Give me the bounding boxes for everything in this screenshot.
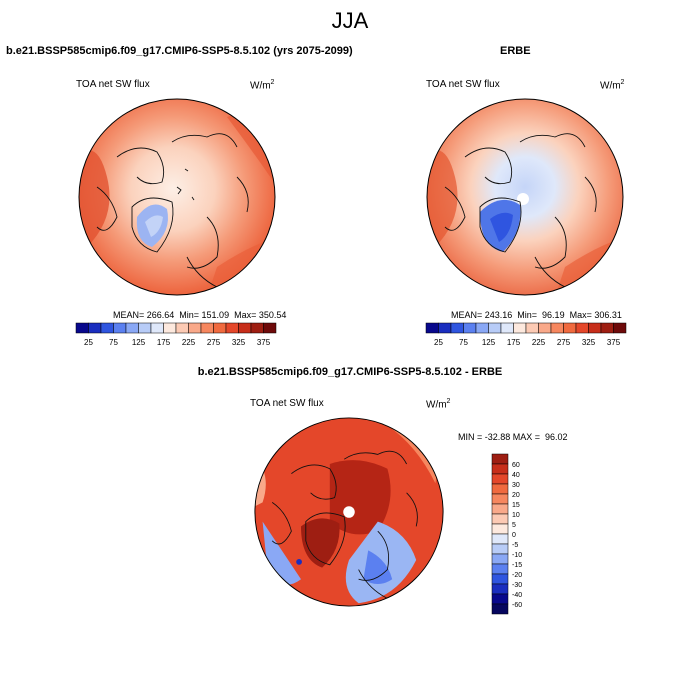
colorbar-cell [425, 322, 439, 334]
colorbar-cell [500, 322, 514, 334]
colorbar-tick-label: 225 [182, 338, 196, 347]
colorbar-tick-label: -30 [512, 582, 522, 589]
colorbar-cell [88, 322, 102, 334]
colorbar-cell [163, 322, 177, 334]
colorbar-cell [613, 322, 627, 334]
panel2-units-label: W/m2 [600, 79, 625, 92]
colorbar-cell [75, 322, 89, 334]
colorbar-cell [200, 322, 214, 334]
colorbar-tick-label: 25 [434, 338, 443, 347]
colorbar-cell [491, 453, 509, 465]
panel2-stats: MEAN= 243.16 Min= 96.19 Max= 306.31 [451, 310, 622, 320]
colorbar-tick-label: -10 [512, 552, 522, 559]
colorbar-cell [450, 322, 464, 334]
panel1-colorbar: 25 75 125 175 225 275 325 375 [75, 322, 277, 347]
colorbar-tick-label: 275 [207, 338, 221, 347]
colorbar-cell [463, 322, 477, 334]
panel3-polar-map [254, 417, 444, 607]
colorbar-cell [225, 322, 239, 334]
colorbar-tick-label: 225 [532, 338, 546, 347]
colorbar-cell [175, 322, 189, 334]
panel1-polar-map [78, 98, 276, 296]
colorbar-tick-label: -40 [512, 592, 522, 599]
colorbar-cell [525, 322, 539, 334]
colorbar-tick-label: 375 [257, 338, 271, 347]
colorbar-cell [491, 473, 509, 485]
figure-title: JJA [331, 8, 369, 33]
panel3-variable-label: TOA net SW flux [250, 398, 324, 409]
colorbar-tick-label: 175 [507, 338, 521, 347]
panel2-polar-map [426, 98, 624, 296]
panel3-colorbar: 60 40 30 20 15 10 5 0 -5 -10 -15 -20 -30 -40 -60 [491, 453, 522, 615]
colorbar-cell [491, 563, 509, 575]
colorbar-cell [113, 322, 127, 334]
colorbar-cell [438, 322, 452, 334]
colorbar-tick-label: 30 [512, 482, 520, 489]
colorbar-cell [563, 322, 577, 334]
colorbar-cell [491, 523, 509, 535]
panel1-stats: MEAN= 266.64 Min= 151.09 Max= 350.54 [113, 310, 287, 320]
colorbar-cell [491, 533, 509, 545]
colorbar-cell [600, 322, 614, 334]
panel1-units-label: W/m2 [250, 79, 275, 92]
colorbar-cell [475, 322, 489, 334]
colorbar-cell [491, 583, 509, 595]
colorbar-cell [550, 322, 564, 334]
colorbar-tick-label: -20 [512, 572, 522, 579]
right-panel-subtitle: ERBE [500, 45, 531, 57]
colorbar-tick-label: 375 [607, 338, 621, 347]
colorbar-cell [491, 463, 509, 475]
colorbar-cell [491, 553, 509, 565]
colorbar-cell [491, 493, 509, 505]
colorbar-cell [575, 322, 589, 334]
panel1-variable-label: TOA net SW flux [76, 79, 150, 90]
colorbar-tick-label: 325 [232, 338, 246, 347]
colorbar-tick-label: 275 [557, 338, 571, 347]
colorbar-tick-label: 40 [512, 472, 520, 479]
panel3-stats: MIN = -32.88 MAX = 96.02 [458, 432, 568, 442]
colorbar-cell [491, 593, 509, 605]
colorbar-tick-label: 20 [512, 492, 520, 499]
colorbar-cell [491, 483, 509, 495]
colorbar-tick-label: 5 [512, 522, 516, 529]
colorbar-cell [125, 322, 139, 334]
colorbar-tick-label: 15 [512, 502, 520, 509]
colorbar-cell [538, 322, 552, 334]
colorbar-tick-label: 325 [582, 338, 596, 347]
colorbar-cell [588, 322, 602, 334]
colorbar-cell [238, 322, 252, 334]
colorbar-tick-label: -60 [512, 602, 522, 609]
colorbar-cell [213, 322, 227, 334]
colorbar-cell [100, 322, 114, 334]
colorbar-cell [263, 322, 277, 334]
left-panel-subtitle: b.e21.BSSP585cmip6.f09_g17.CMIP6-SSP5-8.… [6, 45, 353, 57]
colorbar-cell [513, 322, 527, 334]
colorbar-tick-label: 125 [132, 338, 146, 347]
colorbar-cell [491, 513, 509, 525]
colorbar-tick-label: -15 [512, 562, 522, 569]
panel3-units-label: W/m2 [426, 398, 451, 411]
colorbar-tick-label: 10 [512, 512, 520, 519]
colorbar-tick-label: -5 [512, 542, 518, 549]
colorbar-cell [488, 322, 502, 334]
colorbar-cell [491, 573, 509, 585]
colorbar-cell [188, 322, 202, 334]
colorbar-cell [150, 322, 164, 334]
colorbar-tick-label: 60 [512, 462, 520, 469]
colorbar-cell [491, 543, 509, 555]
colorbar-tick-label: 75 [109, 338, 118, 347]
colorbar-tick-label: 0 [512, 532, 516, 539]
colorbar-tick-label: 125 [482, 338, 496, 347]
panel2-colorbar: 25 75 125 175 225 275 325 375 [425, 322, 627, 347]
bottom-panel-subtitle: b.e21.BSSP585cmip6.f09_g17.CMIP6-SSP5-8.… [197, 366, 503, 378]
colorbar-cell [250, 322, 264, 334]
panel2-variable-label: TOA net SW flux [426, 79, 500, 90]
colorbar-tick-label: 175 [157, 338, 171, 347]
colorbar-tick-label: 25 [84, 338, 93, 347]
colorbar-cell [491, 503, 509, 515]
colorbar-cell [138, 322, 152, 334]
colorbar-tick-label: 75 [459, 338, 468, 347]
colorbar-cell [491, 603, 509, 615]
